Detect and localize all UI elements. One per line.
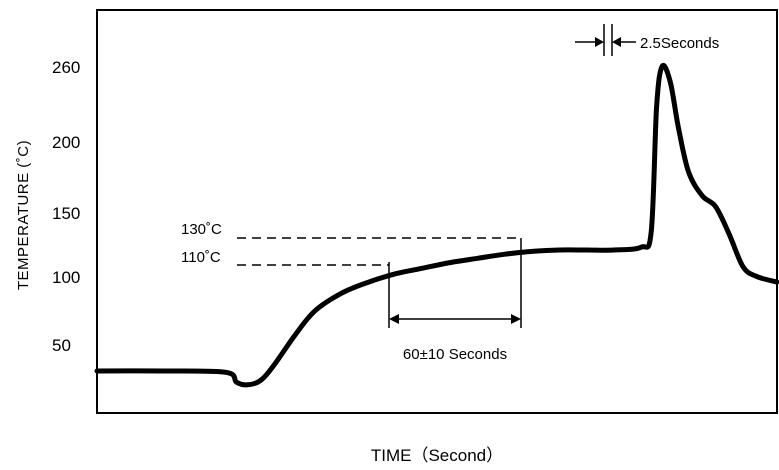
y-axis-title: TEMPERATURE (˚C): [15, 140, 32, 290]
soak-duration-label: 60±10 Seconds: [403, 346, 507, 363]
y-tick-label-150: 150: [52, 204, 80, 223]
y-tick-label-260: 260: [52, 58, 80, 77]
peak-arrowhead-left: [595, 37, 604, 47]
soak-arrowhead-left: [389, 314, 399, 324]
y-tick-label-50: 50: [52, 336, 71, 355]
plot-frame: [96, 9, 778, 414]
soak-arrowhead-right: [511, 314, 521, 324]
y-tick-label-100: 100: [52, 268, 80, 287]
annotation-110c-label: 110˚C: [181, 249, 221, 266]
annotation-130c-label: 130˚C: [181, 221, 222, 238]
temperature-curve: [94, 62, 779, 388]
y-tick-label-200: 200: [52, 133, 80, 152]
peak-arrowhead-right: [612, 37, 621, 47]
x-axis-title: TIME（Second）: [371, 446, 503, 465]
peak-duration-label: 2.5Seconds: [640, 35, 719, 52]
